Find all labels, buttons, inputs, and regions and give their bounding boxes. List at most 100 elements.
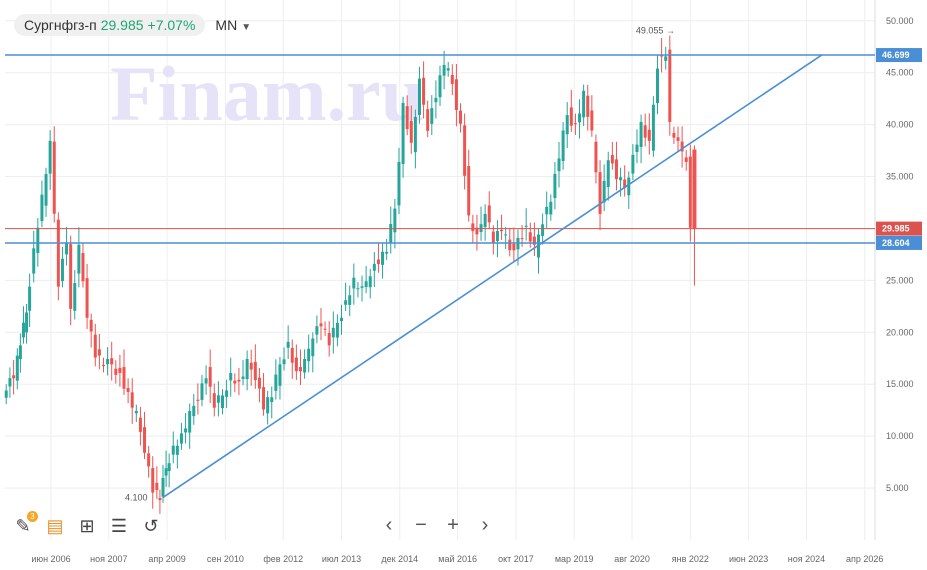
candle-body — [282, 359, 286, 365]
candle-body — [25, 312, 29, 333]
candle-body — [143, 427, 147, 453]
candle-body — [216, 395, 220, 403]
drawing-toolbar: ✎ 3 ▤ ⊞ ☰ ↺ — [12, 511, 162, 537]
y-tick-label: 20.000 — [886, 327, 914, 337]
candle-body — [233, 380, 237, 384]
level-price-tag — [876, 48, 922, 63]
candle-body — [606, 160, 610, 188]
candle-body — [44, 174, 48, 206]
undo-icon[interactable]: ↺ — [143, 515, 159, 536]
candle-body — [668, 49, 672, 122]
candle-body — [590, 110, 594, 131]
candle-body — [274, 374, 278, 391]
candle-body — [569, 107, 573, 126]
notes-icon[interactable]: ▤ — [46, 515, 64, 536]
candle-body — [528, 232, 532, 242]
zoom-out-button[interactable]: − — [415, 514, 427, 536]
candle-body — [672, 132, 676, 138]
candle-body — [204, 378, 208, 384]
candle-body — [270, 397, 274, 403]
candle-body — [196, 399, 200, 401]
candle-body — [385, 251, 389, 254]
candle-body — [171, 445, 175, 455]
chart-header: Сургнфгз-п 29.985 +7.07% MN ▼ — [14, 14, 251, 36]
candle-body — [65, 243, 69, 255]
candle-body — [28, 286, 32, 311]
candle-body — [340, 317, 344, 322]
candle-body — [311, 338, 315, 357]
candle-body — [307, 348, 311, 362]
candle-body — [463, 125, 467, 176]
candle-body — [192, 405, 196, 417]
candle-body — [483, 213, 487, 228]
tool-badge: 3 — [27, 511, 38, 522]
add-indicator-icon[interactable]: ⊞ — [79, 515, 95, 536]
zoom-in-button[interactable]: + — [447, 514, 459, 536]
candle-body — [118, 367, 122, 373]
candle-body — [491, 231, 495, 244]
candle-body — [303, 359, 307, 373]
level-price-label: 29.985 — [882, 224, 910, 234]
settings-sliders-icon[interactable]: ☰ — [110, 515, 128, 536]
candle-body — [327, 333, 331, 346]
candle-body — [241, 376, 245, 379]
candle-body — [130, 392, 134, 408]
candle-body — [200, 383, 204, 400]
candle-body — [262, 387, 266, 410]
candle-body — [627, 177, 631, 196]
scroll-right-button[interactable]: › — [481, 514, 489, 536]
candle-body — [212, 393, 216, 408]
candle-body — [97, 349, 101, 356]
candle-body — [8, 378, 12, 387]
candle-body — [266, 397, 270, 414]
scroll-left-button[interactable]: ‹ — [385, 514, 393, 536]
candle-body — [81, 253, 85, 282]
candle-body — [253, 361, 257, 381]
candle-body — [413, 116, 417, 153]
candle-body — [512, 243, 516, 251]
candle-body — [676, 137, 680, 141]
candle-body — [89, 319, 93, 332]
candle-body — [479, 224, 483, 233]
candle-body — [52, 141, 56, 214]
ticker-change: +7.07% — [147, 17, 196, 33]
candle-body — [85, 278, 89, 318]
candle-body — [158, 498, 162, 501]
level-price-tag — [876, 235, 922, 250]
x-tick-label: дек 2014 — [381, 554, 418, 564]
candle-body — [508, 239, 512, 251]
candle-body — [541, 224, 545, 236]
candle-body — [257, 377, 261, 389]
extreme-annotation: 4.100 — [125, 492, 148, 502]
candle-body — [360, 286, 364, 288]
candle-body — [175, 445, 179, 455]
candle-body — [442, 64, 446, 76]
x-tick-label: сен 2010 — [207, 554, 244, 564]
ticker-pill[interactable]: Сургнфгз-п 29.985 +7.07% — [14, 14, 206, 36]
candle-body — [21, 322, 25, 338]
candle-body — [18, 345, 22, 360]
candle-body — [77, 244, 81, 274]
candle-body — [286, 341, 290, 348]
candle-body — [639, 121, 643, 147]
timeframe-selector[interactable]: MN ▼ — [215, 17, 251, 33]
candle-body — [249, 362, 253, 370]
x-tick-label: ноя 2007 — [90, 554, 127, 564]
watermark-logo: Finam.ru — [110, 50, 424, 137]
candle-body — [114, 368, 118, 375]
candle-body — [500, 229, 504, 232]
candle-body — [323, 328, 327, 330]
y-tick-label: 5.000 — [886, 483, 909, 493]
level-price-label: 28.604 — [882, 238, 910, 248]
candle-body — [245, 359, 249, 380]
x-tick-label: май 2016 — [438, 554, 477, 564]
pencil-icon[interactable]: ✎ 3 — [12, 511, 38, 537]
candle-body — [578, 113, 582, 123]
candle-body — [60, 258, 64, 282]
candle-body — [422, 77, 426, 105]
candle-body — [356, 288, 360, 290]
candle-body — [598, 172, 602, 214]
candle-body — [643, 125, 647, 138]
candle-body — [372, 263, 376, 271]
